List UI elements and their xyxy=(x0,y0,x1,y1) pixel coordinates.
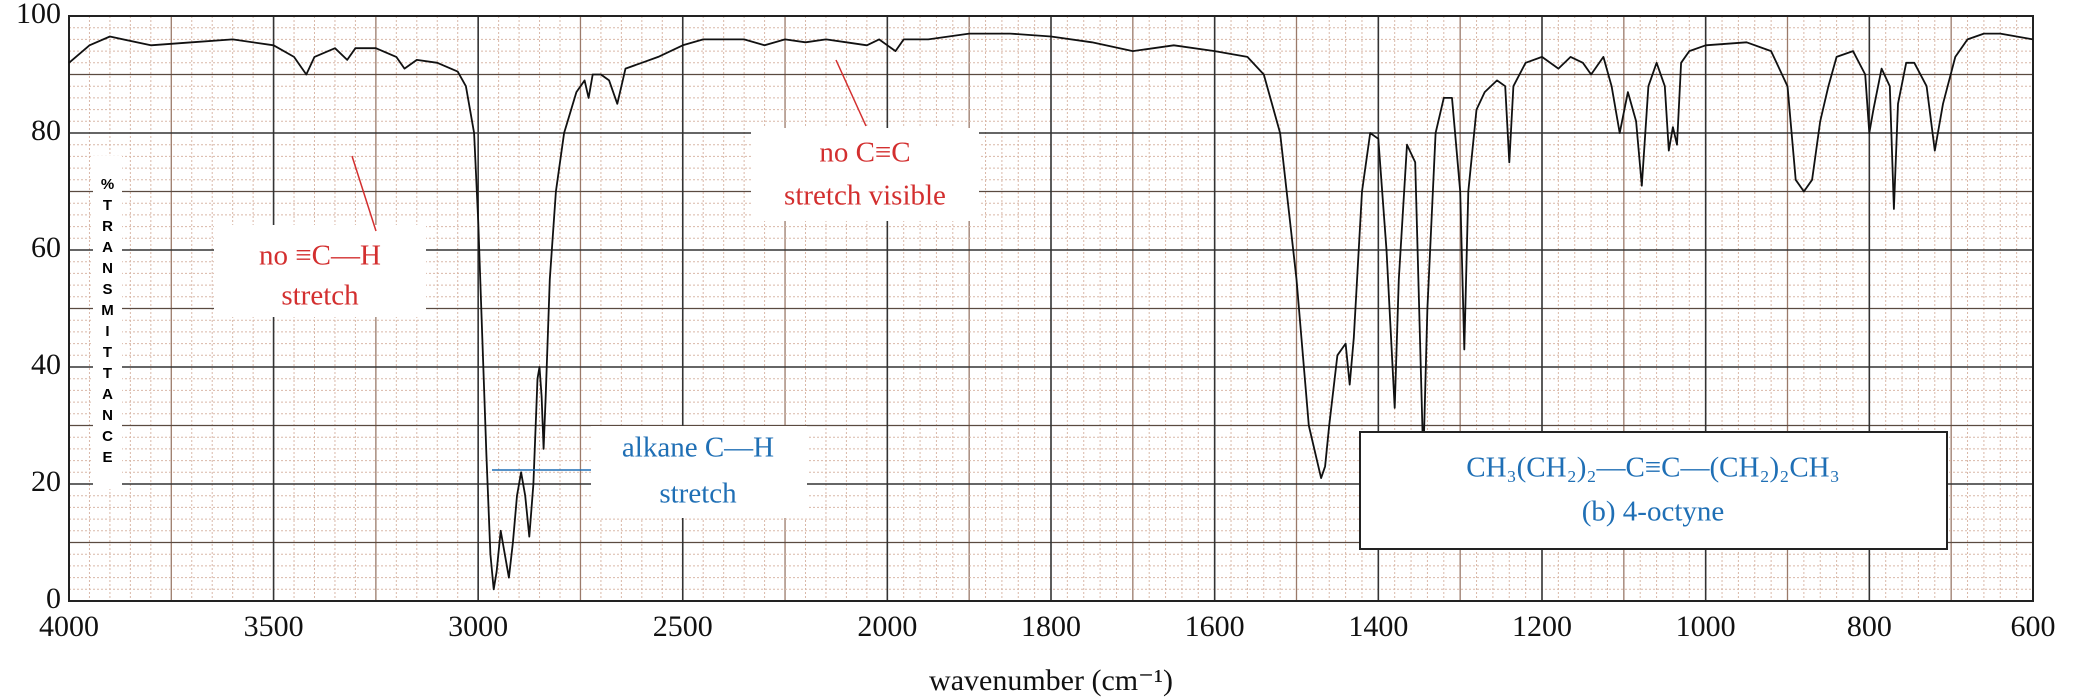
x-tick-label: 4000 xyxy=(39,610,99,643)
annotation-pointer xyxy=(351,155,377,232)
y-axis-label: %TRANSMITTANCE xyxy=(93,156,122,489)
annotation-text: no C≡C xyxy=(819,137,910,169)
annotation-text: alkane C—H xyxy=(622,432,774,464)
plot-frame xyxy=(68,15,2034,602)
x-tick-label: 1800 xyxy=(1021,610,1081,643)
compound-box xyxy=(1359,431,1948,550)
x-tick-label: 3500 xyxy=(244,610,304,643)
y-tick-label: 40 xyxy=(31,348,61,381)
x-tick-label: 3000 xyxy=(448,610,508,643)
compound-formula: CH₃(CH₂)₂—C≡C—(CH₂)₂CH₃ xyxy=(1466,452,1839,484)
x-tick-label: 800 xyxy=(1847,610,1892,643)
annotation-box xyxy=(751,128,979,221)
y-tick-label: 80 xyxy=(31,114,61,147)
y-tick-label: 20 xyxy=(31,465,61,498)
x-tick-label: 600 xyxy=(2011,610,2056,643)
annotation-box xyxy=(591,426,807,518)
y-tick-label: 100 xyxy=(16,0,61,30)
annotation-text: stretch xyxy=(659,478,737,510)
x-tick-label: 2500 xyxy=(653,610,713,643)
x-tick-label: 1000 xyxy=(1676,610,1736,643)
x-axis-label: wavenumber (cm⁻¹) xyxy=(929,664,1173,697)
y-tick-label: 60 xyxy=(31,231,61,264)
annotation-box xyxy=(214,225,426,317)
x-tick-label: 2000 xyxy=(857,610,917,643)
annotation-text: no ≡C—H xyxy=(259,240,381,272)
compound-label: (b) 4-octyne xyxy=(1582,496,1725,528)
annotation-pointer xyxy=(835,59,867,127)
y-tick-label: 0 xyxy=(46,582,61,615)
x-tick-label: 1600 xyxy=(1185,610,1245,643)
annotation-text: stretch visible xyxy=(784,180,946,212)
x-tick-label: 1400 xyxy=(1348,610,1408,643)
annotation-text: stretch xyxy=(281,280,359,312)
x-tick-label: 1200 xyxy=(1512,610,1572,643)
spectrum-line xyxy=(68,32,2034,591)
foreground: 4000 3500 3000 2500 2000 1800 1600 1400 1200 1000… xyxy=(16,0,2056,643)
